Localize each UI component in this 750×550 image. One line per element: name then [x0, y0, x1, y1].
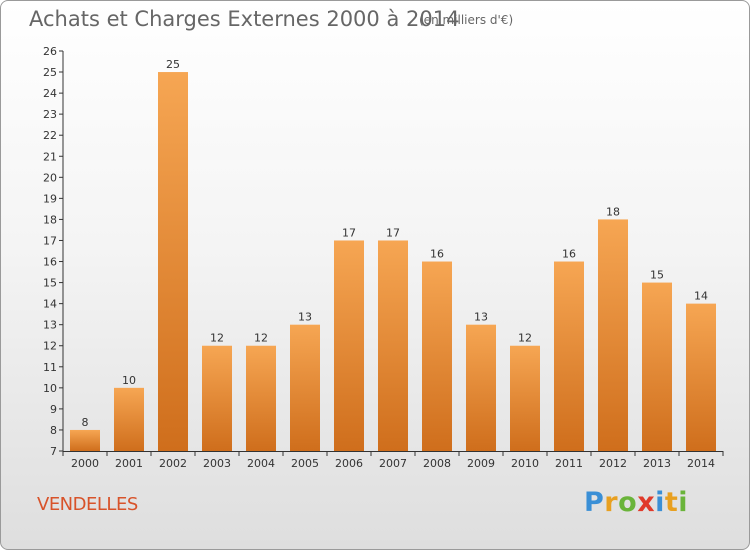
x-tick-label: 2011	[555, 457, 583, 470]
y-tick-label: 11	[43, 361, 57, 374]
x-tick-label: 2001	[115, 457, 143, 470]
x-tick-label: 2014	[687, 457, 715, 470]
bar-value-label: 13	[298, 311, 312, 324]
bar-value-label: 18	[606, 205, 620, 218]
proxiti-logo[interactable]: Proxiti	[584, 487, 688, 518]
x-tick-label: 2012	[599, 457, 627, 470]
x-tick-label: 2010	[511, 457, 539, 470]
bar	[158, 72, 188, 451]
bar-value-label: 12	[254, 332, 268, 345]
bar	[510, 345, 540, 451]
bar-value-label: 13	[474, 311, 488, 324]
y-tick-label: 9	[50, 403, 57, 416]
bar	[334, 240, 364, 451]
y-tick-label: 17	[43, 234, 57, 247]
x-tick-label: 2004	[247, 457, 275, 470]
bar-value-label: 16	[562, 248, 576, 261]
y-tick-label: 26	[43, 45, 57, 58]
logo-letter: P	[584, 487, 605, 518]
y-tick-label: 18	[43, 213, 57, 226]
bar	[642, 282, 672, 451]
x-tick-label: 2005	[291, 457, 319, 470]
logo-letter: t	[664, 487, 679, 518]
logo-letter: r	[604, 487, 619, 518]
y-tick-label: 12	[43, 340, 57, 353]
x-tick-label: 2002	[159, 457, 187, 470]
chart-subtitle: (en milliers d'€)	[419, 13, 514, 27]
bar-value-label: 16	[430, 248, 444, 261]
y-tick-label: 13	[43, 319, 57, 332]
bar	[202, 345, 232, 451]
logo-letter: x	[637, 487, 656, 518]
y-tick-label: 8	[50, 424, 57, 437]
bar	[686, 303, 716, 451]
y-tick-label: 19	[43, 192, 57, 205]
x-tick-label: 2013	[643, 457, 671, 470]
x-tick-label: 2007	[379, 457, 407, 470]
y-tick-label: 22	[43, 129, 57, 142]
x-tick-label: 2009	[467, 457, 495, 470]
bar	[422, 261, 452, 451]
y-tick-label: 24	[43, 87, 57, 100]
bar	[246, 345, 276, 451]
bar	[554, 261, 584, 451]
bar	[114, 387, 144, 451]
bar	[466, 324, 496, 451]
y-tick-label: 15	[43, 277, 57, 290]
x-tick-label: 2003	[203, 457, 231, 470]
y-tick-label: 23	[43, 108, 57, 121]
bar	[70, 429, 100, 451]
y-tick-label: 21	[43, 150, 57, 163]
bar	[290, 324, 320, 451]
y-tick-label: 7	[50, 445, 57, 458]
logo-letter: i	[655, 487, 665, 518]
y-tick-label: 20	[43, 171, 57, 184]
bar-value-label: 10	[122, 374, 136, 387]
bar	[378, 240, 408, 451]
y-tick-label: 25	[43, 66, 57, 79]
bar-value-label: 17	[386, 226, 400, 239]
y-tick-label: 16	[43, 256, 57, 269]
place-name: VENDELLES	[37, 494, 138, 515]
bar-value-label: 12	[518, 332, 532, 345]
bar-value-label: 12	[210, 332, 224, 345]
x-tick-label: 2008	[423, 457, 451, 470]
bar-value-label: 8	[82, 416, 89, 429]
logo-letter: o	[618, 487, 638, 518]
bar-value-label: 14	[694, 290, 708, 303]
bar-value-label: 15	[650, 269, 664, 282]
chart-title: Achats et Charges Externes 2000 à 2014	[29, 7, 460, 31]
bar-value-label: 25	[166, 58, 180, 71]
bar-value-label: 17	[342, 226, 356, 239]
y-tick-label: 10	[43, 382, 57, 395]
bar	[598, 219, 628, 451]
x-tick-label: 2006	[335, 457, 363, 470]
y-tick-label: 14	[43, 298, 57, 311]
x-tick-label: 2000	[71, 457, 99, 470]
logo-letter: i	[678, 487, 689, 518]
